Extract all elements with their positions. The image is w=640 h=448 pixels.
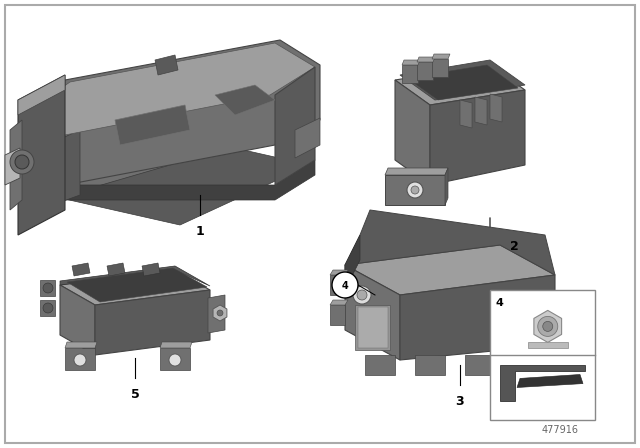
Polygon shape bbox=[10, 120, 22, 210]
Polygon shape bbox=[60, 285, 95, 355]
Polygon shape bbox=[400, 275, 555, 360]
Polygon shape bbox=[160, 348, 190, 370]
Polygon shape bbox=[355, 305, 390, 350]
Polygon shape bbox=[345, 265, 400, 360]
Polygon shape bbox=[345, 245, 555, 295]
Polygon shape bbox=[295, 118, 320, 158]
Polygon shape bbox=[25, 130, 310, 225]
Circle shape bbox=[407, 182, 423, 198]
Polygon shape bbox=[465, 355, 495, 375]
Circle shape bbox=[543, 321, 553, 332]
Polygon shape bbox=[345, 210, 555, 275]
Circle shape bbox=[411, 186, 419, 194]
Polygon shape bbox=[417, 62, 433, 80]
Polygon shape bbox=[330, 270, 348, 275]
Polygon shape bbox=[330, 300, 348, 305]
Polygon shape bbox=[475, 97, 487, 125]
Polygon shape bbox=[25, 183, 45, 225]
Polygon shape bbox=[330, 305, 345, 325]
Polygon shape bbox=[208, 295, 225, 333]
Polygon shape bbox=[45, 60, 310, 150]
Circle shape bbox=[43, 303, 53, 313]
Text: 477916: 477916 bbox=[541, 425, 579, 435]
Polygon shape bbox=[40, 280, 55, 296]
Polygon shape bbox=[115, 105, 190, 145]
Circle shape bbox=[357, 290, 367, 300]
Polygon shape bbox=[18, 75, 65, 115]
Polygon shape bbox=[415, 355, 445, 375]
Text: 5: 5 bbox=[131, 388, 140, 401]
Polygon shape bbox=[60, 266, 210, 286]
Polygon shape bbox=[160, 342, 192, 348]
Polygon shape bbox=[30, 43, 315, 135]
Bar bbox=[490, 290, 595, 420]
Polygon shape bbox=[345, 235, 360, 290]
Polygon shape bbox=[50, 75, 310, 200]
Circle shape bbox=[353, 286, 371, 304]
Polygon shape bbox=[155, 55, 178, 75]
Polygon shape bbox=[67, 268, 207, 302]
Polygon shape bbox=[365, 355, 395, 375]
Polygon shape bbox=[358, 307, 388, 348]
Circle shape bbox=[538, 303, 552, 317]
Polygon shape bbox=[25, 160, 315, 200]
Polygon shape bbox=[534, 310, 562, 342]
Polygon shape bbox=[407, 65, 518, 100]
Polygon shape bbox=[107, 263, 125, 276]
Polygon shape bbox=[25, 130, 80, 215]
Circle shape bbox=[74, 354, 86, 366]
Circle shape bbox=[169, 354, 181, 366]
Text: 3: 3 bbox=[456, 395, 464, 408]
Polygon shape bbox=[330, 275, 345, 295]
Circle shape bbox=[43, 283, 53, 293]
Text: 1: 1 bbox=[196, 225, 204, 238]
Polygon shape bbox=[385, 168, 448, 175]
Polygon shape bbox=[432, 54, 450, 59]
Polygon shape bbox=[528, 342, 568, 349]
Polygon shape bbox=[40, 300, 55, 316]
Polygon shape bbox=[500, 366, 585, 401]
Polygon shape bbox=[213, 305, 227, 321]
Text: 4: 4 bbox=[496, 298, 504, 308]
Polygon shape bbox=[395, 80, 430, 185]
Polygon shape bbox=[215, 85, 275, 115]
Polygon shape bbox=[432, 59, 448, 77]
Polygon shape bbox=[430, 90, 525, 185]
Polygon shape bbox=[385, 175, 445, 205]
Text: 2: 2 bbox=[510, 240, 519, 253]
Polygon shape bbox=[400, 60, 525, 100]
Polygon shape bbox=[18, 75, 65, 235]
Circle shape bbox=[10, 150, 34, 174]
Polygon shape bbox=[60, 270, 210, 305]
Circle shape bbox=[15, 155, 29, 169]
Polygon shape bbox=[490, 94, 502, 122]
Polygon shape bbox=[395, 65, 525, 105]
Text: 4: 4 bbox=[342, 281, 348, 291]
Polygon shape bbox=[460, 100, 472, 128]
Polygon shape bbox=[5, 148, 20, 185]
Circle shape bbox=[217, 310, 223, 316]
Polygon shape bbox=[445, 168, 448, 205]
Circle shape bbox=[538, 316, 557, 336]
Polygon shape bbox=[25, 40, 320, 185]
Polygon shape bbox=[72, 263, 90, 276]
Circle shape bbox=[332, 272, 358, 298]
Polygon shape bbox=[65, 342, 97, 348]
Polygon shape bbox=[402, 60, 420, 65]
Polygon shape bbox=[275, 67, 315, 185]
Polygon shape bbox=[142, 263, 160, 276]
Polygon shape bbox=[417, 57, 435, 62]
Polygon shape bbox=[402, 65, 418, 83]
Polygon shape bbox=[65, 348, 95, 370]
Polygon shape bbox=[517, 375, 583, 388]
Polygon shape bbox=[95, 290, 210, 355]
